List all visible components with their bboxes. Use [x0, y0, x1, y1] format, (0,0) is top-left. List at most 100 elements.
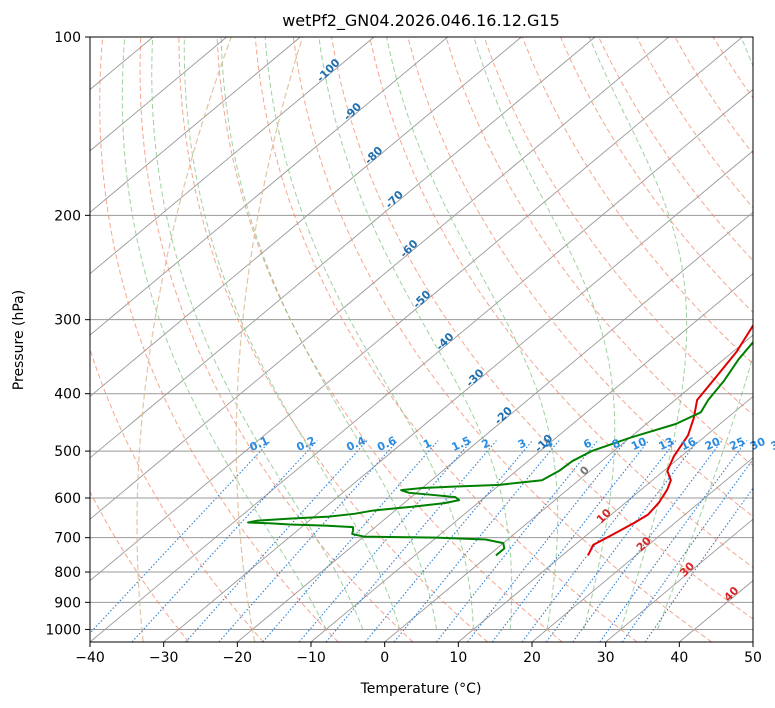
dry-adiabat — [407, 37, 753, 518]
mixing-ratio-label: 3 — [516, 436, 528, 451]
mixing-ratio-line — [185, 440, 368, 642]
dry-adiabat — [216, 37, 563, 642]
isotherm-line — [90, 37, 301, 213]
mixing-ratio-label: 20 — [703, 435, 723, 453]
isotherm-line — [163, 150, 753, 642]
mixing-ratio-label: 6 — [581, 436, 594, 451]
dry-adiabat — [369, 37, 753, 569]
dry-adiabat — [559, 37, 753, 314]
plot-frame — [89, 36, 754, 643]
isotherm-line — [384, 334, 753, 642]
isotherm-label: -70 — [383, 188, 406, 211]
y-tick-label: 900 — [54, 595, 81, 611]
temperature-profile — [587, 323, 753, 556]
dry-adiabat — [139, 37, 414, 642]
isotherm-line — [458, 395, 753, 642]
isotherm-label: -40 — [433, 330, 456, 353]
isotherm-line — [605, 518, 753, 642]
moist-adiabat — [318, 37, 513, 630]
moist-adiabat — [473, 37, 616, 630]
y-tick-label: 800 — [54, 565, 81, 581]
isotherm-line — [90, 37, 669, 520]
dry-adiabat — [750, 37, 753, 41]
mixing-ratio-line — [521, 440, 677, 642]
x-tick-label: 0 — [380, 650, 389, 666]
isotherm-line — [0, 37, 6, 642]
isotherm-label: -50 — [410, 288, 433, 311]
mixing-ratio-line — [298, 440, 473, 642]
x-tick-label: 40 — [670, 650, 688, 666]
mixing-ratio-label: 25 — [728, 435, 747, 453]
isotherm-line — [531, 457, 753, 642]
isotherm-line — [90, 37, 743, 582]
isotherm-line — [310, 273, 753, 642]
mixing-ratio-label: 16 — [679, 435, 699, 453]
mixing-ratio-line — [262, 440, 439, 642]
isotherm-label: -80 — [362, 144, 385, 167]
isotherm-label: -60 — [397, 237, 420, 260]
mixing-ratio-line — [621, 458, 753, 642]
isotherm-line — [237, 211, 753, 642]
x-axis: −40 −30 −20 −10 0 10 20 30 40 50 — [75, 642, 762, 666]
moist-adiabat — [657, 37, 753, 630]
dry-adiabat — [331, 37, 753, 620]
mixing-ratio-line — [491, 440, 650, 642]
mixing-ratio-label: 30 — [748, 435, 768, 453]
mixing-ratio-label: 36 — [769, 435, 775, 453]
x-tick-label: −20 — [223, 650, 253, 666]
x-tick-label: 30 — [597, 650, 615, 666]
dry-adiabat — [674, 37, 753, 155]
y-axis: 100 200 300 400 500 600 700 800 900 1000 — [45, 30, 90, 638]
mixing-ratio-line — [599, 440, 748, 642]
moist-adiabat — [151, 37, 364, 630]
isotherm-line — [90, 88, 753, 642]
dry-adiabat — [445, 37, 753, 467]
moist-adiabat — [220, 37, 438, 630]
y-tick-label: 200 — [54, 208, 81, 224]
dry-adiabat — [254, 37, 638, 642]
y-tick-label: 1000 — [45, 622, 81, 638]
x-tick-label: −10 — [296, 650, 326, 666]
mixing-ratio-line — [218, 440, 399, 642]
x-tick-label: −30 — [149, 650, 179, 666]
background-grid — [0, 37, 753, 642]
isotherm-line — [90, 37, 227, 152]
mixing-ratio-line — [364, 440, 533, 642]
isotherm-line — [90, 37, 448, 336]
y-tick-label: 100 — [54, 30, 81, 46]
mixing-ratio-label: 2 — [480, 436, 492, 451]
reference-curve — [235, 37, 304, 642]
mixing-ratio-label: 13 — [657, 435, 676, 453]
dry-adiabat — [90, 490, 190, 642]
x-tick-label: 20 — [523, 650, 541, 666]
isotherm-label: 30 — [677, 559, 697, 579]
y-tick-label: 500 — [54, 444, 81, 460]
series-layer — [247, 323, 753, 557]
isotherm-label: -90 — [341, 100, 364, 123]
moist-adiabat — [264, 37, 474, 630]
mixing-ratio-line — [325, 440, 497, 642]
y-tick-label: 300 — [54, 313, 81, 329]
isotherm-line — [90, 37, 375, 275]
x-tick-label: 50 — [744, 650, 762, 666]
mixing-ratio-line — [467, 440, 627, 642]
mixing-ratio-label: 10 — [629, 435, 649, 453]
reference-curve — [136, 37, 232, 642]
dry-adiabat — [636, 37, 753, 209]
moist-adiabat — [121, 37, 327, 630]
isotherm-line — [90, 37, 522, 398]
moist-adiabat — [588, 37, 688, 630]
isotherm-label: -20 — [492, 404, 515, 427]
mixing-ratio-line — [131, 440, 318, 642]
mixing-ratio-line — [90, 440, 271, 634]
isotherm-label: -100 — [314, 56, 343, 85]
dewpoint-profile — [247, 340, 753, 557]
dry-adiabat — [99, 37, 339, 642]
y-tick-label: 600 — [54, 491, 81, 507]
dry-adiabat — [483, 37, 753, 416]
dry-adiabat — [90, 347, 264, 642]
dry-adiabat — [292, 37, 713, 642]
x-tick-label: −40 — [75, 650, 105, 666]
y-tick-label: 400 — [54, 387, 81, 403]
